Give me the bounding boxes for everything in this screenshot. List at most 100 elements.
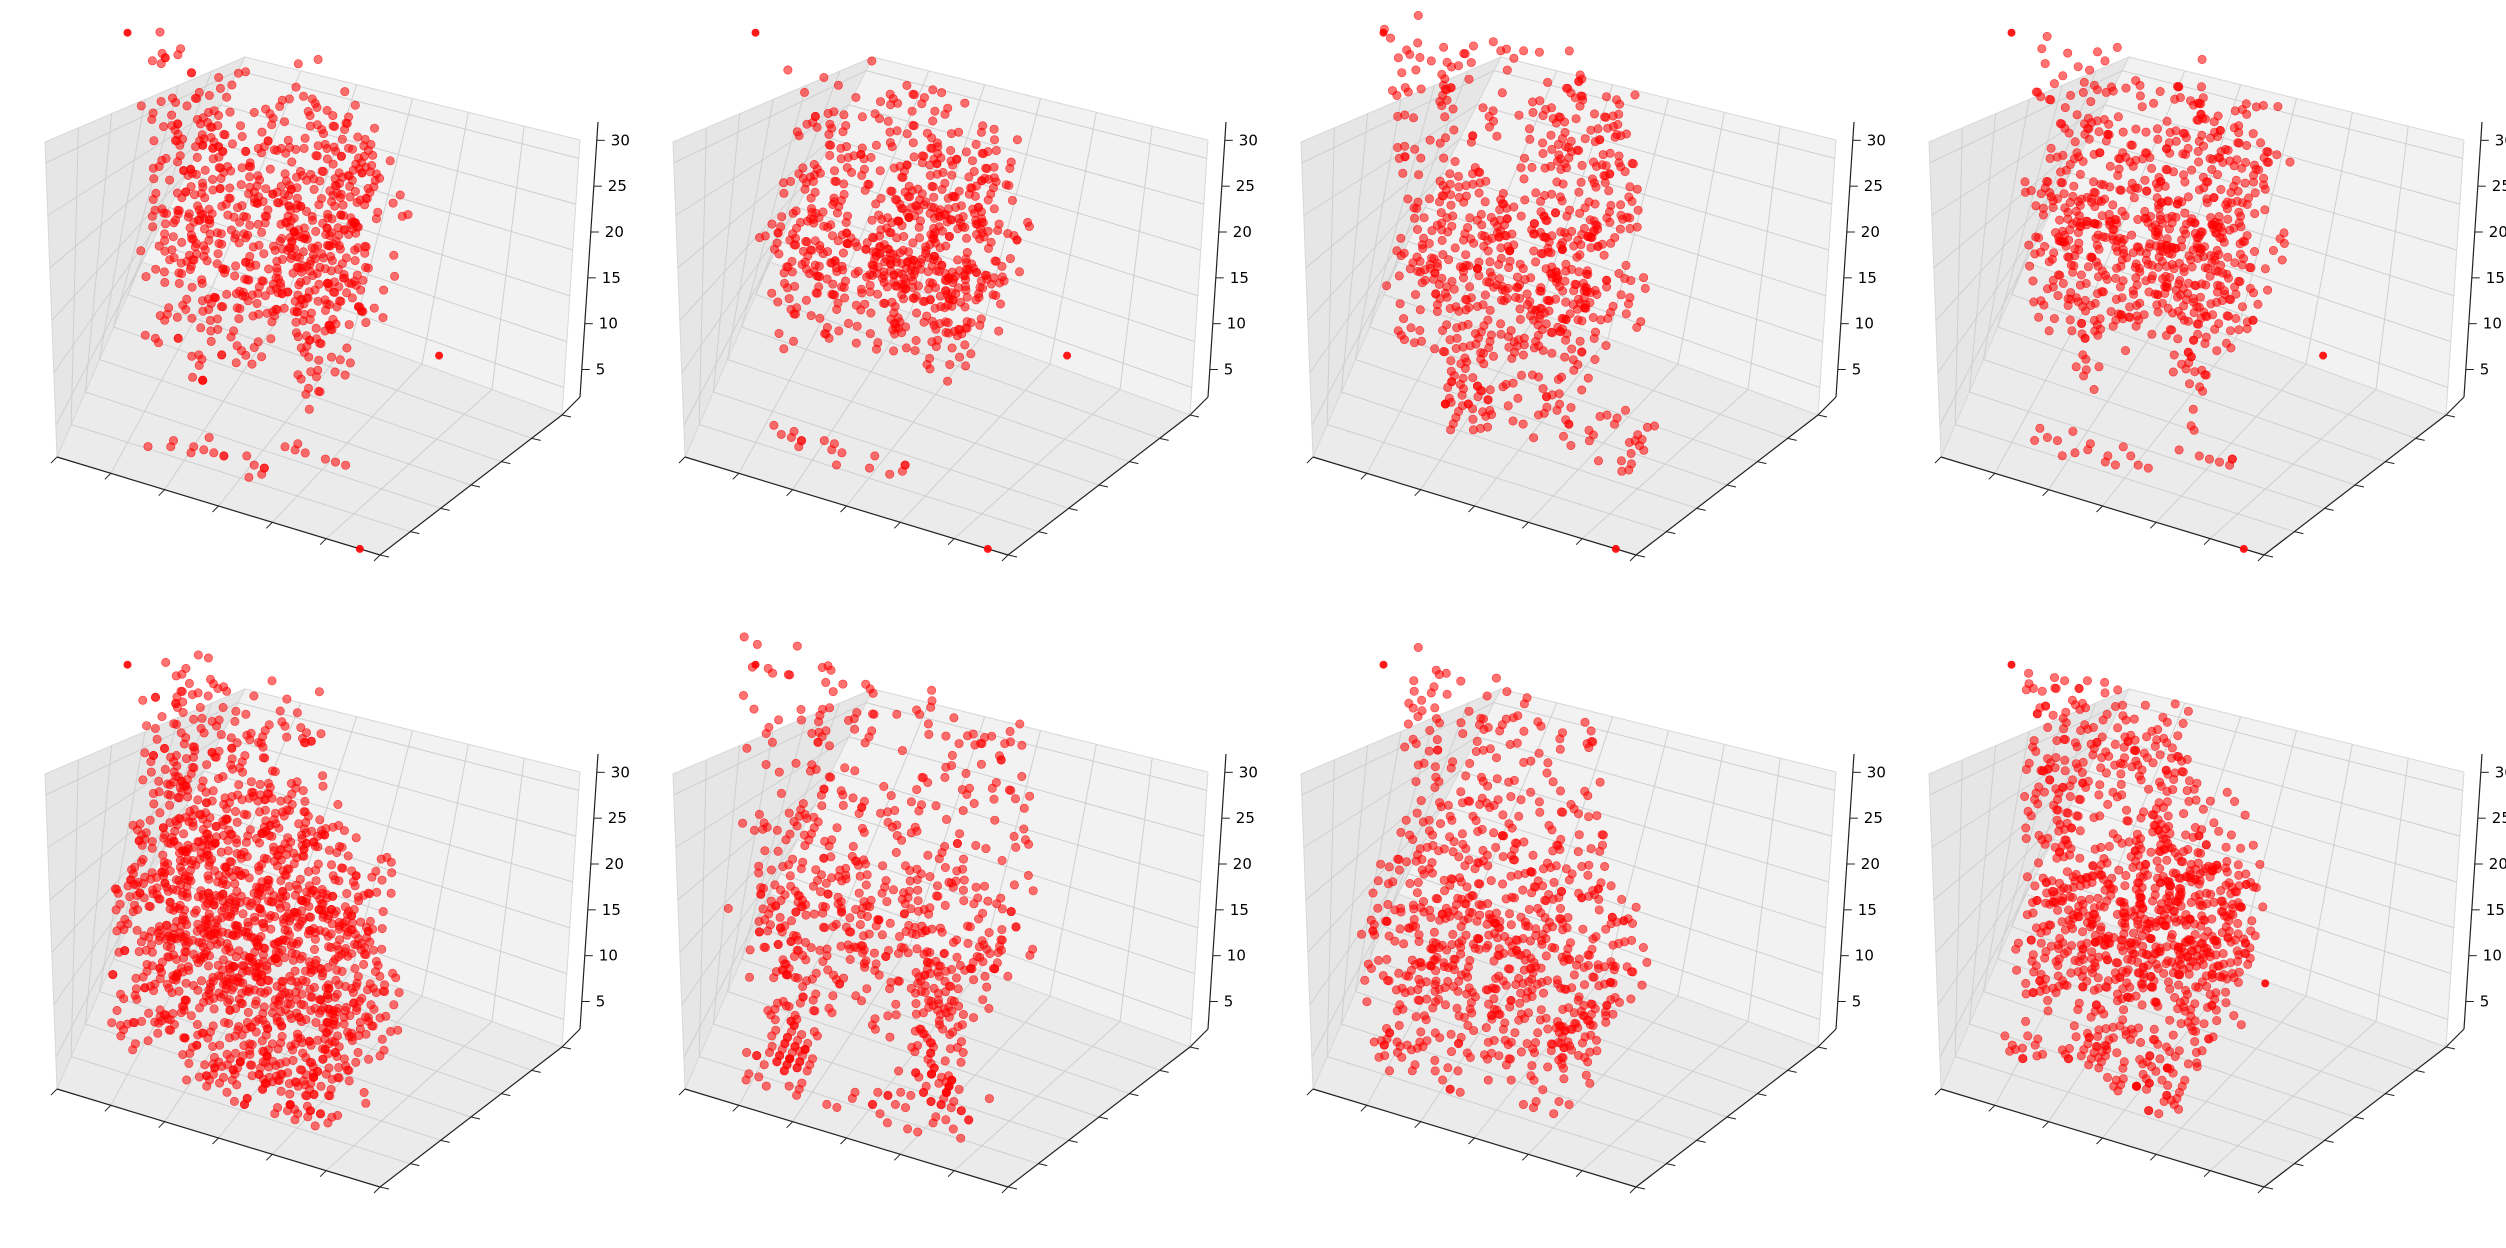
data-point [267, 676, 277, 686]
data-point [214, 988, 224, 998]
data-point [1527, 225, 1537, 235]
data-point [2037, 44, 2047, 54]
data-point [989, 162, 999, 172]
data-point [280, 953, 290, 963]
data-point [875, 97, 885, 107]
data-point [1594, 456, 1604, 466]
data-point [311, 876, 321, 886]
data-point [2063, 300, 2073, 310]
outlier-point [1611, 544, 1620, 553]
data-point [268, 1056, 278, 1066]
data-point [173, 50, 183, 60]
data-point [1519, 340, 1529, 350]
data-point [2260, 264, 2270, 274]
data-point [162, 920, 172, 930]
data-point [1465, 282, 1475, 292]
data-point [801, 264, 811, 274]
data-point [388, 968, 398, 978]
data-point [907, 106, 917, 116]
data-point [2043, 284, 2053, 294]
data-point [2258, 101, 2268, 111]
data-point [1604, 186, 1614, 196]
data-point [225, 194, 235, 204]
data-point [1529, 343, 1539, 353]
y-tick [379, 554, 390, 558]
data-point [1483, 246, 1493, 256]
data-point [241, 350, 251, 360]
y-tick [531, 437, 541, 441]
data-point [1624, 465, 1634, 475]
data-point [2059, 237, 2069, 247]
data-point [157, 48, 167, 58]
data-point [1575, 336, 1585, 346]
data-point [2084, 113, 2094, 123]
x-tick [212, 505, 219, 513]
data-point [930, 106, 940, 116]
data-point [977, 739, 987, 749]
data-point [343, 851, 353, 861]
data-point [322, 889, 332, 899]
data-point [1557, 134, 1567, 144]
data-point [198, 306, 208, 316]
data-point [166, 790, 176, 800]
data-point [264, 913, 274, 923]
data-point [1525, 134, 1535, 144]
data-point [901, 343, 911, 353]
x-tick [1575, 538, 1583, 546]
data-point [323, 980, 333, 990]
data-point [322, 990, 332, 1000]
data-point [971, 139, 981, 149]
data-point [264, 264, 274, 274]
data-point [223, 210, 233, 220]
outlier-point [983, 544, 992, 553]
data-point [202, 798, 212, 808]
data-point [216, 229, 226, 239]
data-point [2194, 157, 2204, 167]
data-point [116, 1031, 126, 1041]
data-point [346, 220, 356, 230]
data-point [291, 783, 301, 793]
data-point [1483, 395, 1493, 405]
data-point [285, 1089, 295, 1099]
data-point [200, 949, 210, 959]
data-point [291, 82, 301, 92]
data-point [2223, 214, 2233, 224]
data-point [316, 826, 326, 836]
data-point [2115, 154, 2125, 164]
data-point [1462, 295, 1472, 305]
data-point [244, 987, 254, 997]
data-point [1602, 410, 1612, 420]
data-point [962, 292, 972, 302]
data-point [309, 1089, 319, 1099]
data-point [904, 181, 914, 191]
gridline [1467, 70, 1558, 288]
data-point [2234, 325, 2244, 335]
data-point [846, 927, 856, 937]
data-point [311, 865, 321, 875]
data-point [209, 1004, 219, 1014]
data-point [2151, 179, 2161, 189]
data-point [120, 914, 130, 924]
data-point [932, 881, 942, 891]
gridline [53, 206, 567, 374]
data-point [796, 715, 806, 725]
data-point [337, 966, 347, 976]
outlier-point [2007, 28, 2016, 37]
data-point [253, 969, 263, 979]
data-point [2160, 181, 2170, 191]
data-point [1531, 257, 1541, 267]
data-point [2184, 278, 2194, 288]
data-point [2140, 175, 2150, 185]
data-point [2111, 273, 2121, 283]
data-point [295, 954, 305, 964]
data-point [339, 1019, 349, 1029]
data-point [252, 298, 262, 308]
data-point [267, 120, 277, 130]
data-point [322, 154, 332, 164]
data-point [2240, 178, 2250, 188]
data-point [2034, 233, 2044, 243]
data-point [2089, 384, 2099, 394]
data-point [193, 115, 203, 125]
data-point [890, 805, 900, 815]
data-point [1468, 414, 1478, 424]
